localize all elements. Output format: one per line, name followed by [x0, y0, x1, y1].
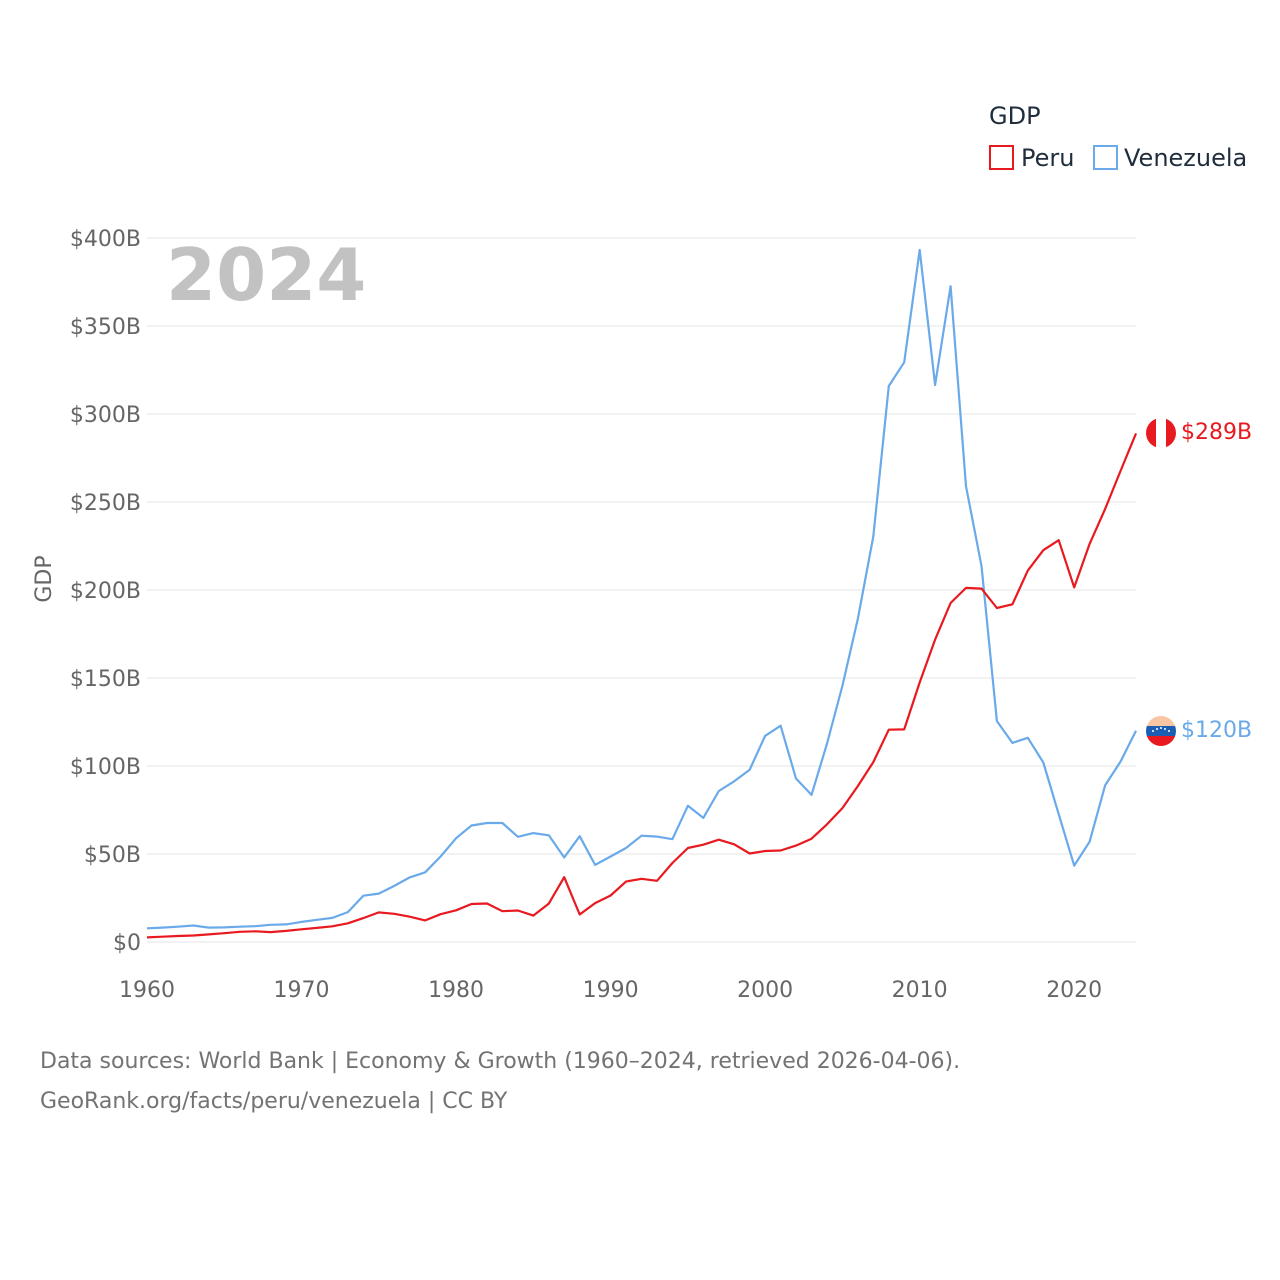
y-tick-label: $50B [84, 843, 141, 868]
legend-label-venezuela: Venezuela [1124, 144, 1247, 172]
legend-title: GDP [989, 102, 1041, 130]
series-line-venezuela[interactable] [146, 248, 1137, 930]
year-watermark: 2024 [166, 233, 366, 317]
series-line-peru[interactable] [146, 432, 1138, 939]
x-tick-label: 2010 [892, 978, 948, 1003]
legend-label-peru: Peru [1021, 144, 1074, 172]
y-tick-label: $300B [70, 403, 141, 428]
end-label-venezuela: $120B [1181, 718, 1252, 743]
y-tick-label: $0 [113, 931, 141, 956]
x-tick-label: 2020 [1046, 978, 1102, 1003]
gdp-line-chart: GDP Peru Venezuela $0 $50B $100B $150B $200B… [32, 102, 1252, 1003]
x-tick-label: 1960 [119, 978, 175, 1003]
end-label-peru: $289B [1181, 420, 1252, 445]
y-tick-label: $150B [70, 667, 141, 692]
x-tick-label: 2000 [737, 978, 793, 1003]
footer-sources: Data sources: World Bank | Economy & Gro… [40, 1049, 961, 1074]
legend-item-venezuela[interactable]: Venezuela [1093, 144, 1247, 172]
venezuela-flag-icon [1146, 716, 1176, 746]
y-tick-label: $350B [70, 315, 141, 340]
legend-swatch-venezuela [1093, 145, 1118, 170]
series-lines [146, 248, 1138, 939]
x-tick-label: 1970 [274, 978, 330, 1003]
x-axis-ticks: 1960 1970 1980 1990 2000 2010 2020 [119, 978, 1102, 1003]
y-axis-ticks: $0 $50B $100B $150B $200B $250B $300B $350B $400… [70, 227, 141, 956]
y-axis-title: GDP [32, 555, 57, 602]
y-tick-label: $250B [70, 491, 141, 516]
y-tick-label: $100B [70, 755, 141, 780]
footer-attribution: GeoRank.org/facts/peru/venezuela | CC BY [40, 1089, 508, 1114]
y-tick-label: $200B [70, 579, 141, 604]
peru-flag-icon [1146, 418, 1176, 448]
y-tick-label: $400B [70, 227, 141, 252]
legend-swatch-peru [989, 145, 1014, 170]
x-tick-label: 1980 [428, 978, 484, 1003]
gridlines [147, 237, 1136, 943]
x-tick-label: 1990 [583, 978, 639, 1003]
legend-item-peru[interactable]: Peru [989, 144, 1074, 172]
footer: Data sources: World Bank | Economy & Gro… [40, 1042, 1240, 1122]
